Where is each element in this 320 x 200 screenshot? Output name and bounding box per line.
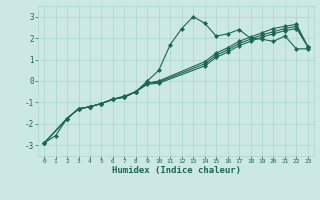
X-axis label: Humidex (Indice chaleur): Humidex (Indice chaleur) bbox=[111, 166, 241, 175]
